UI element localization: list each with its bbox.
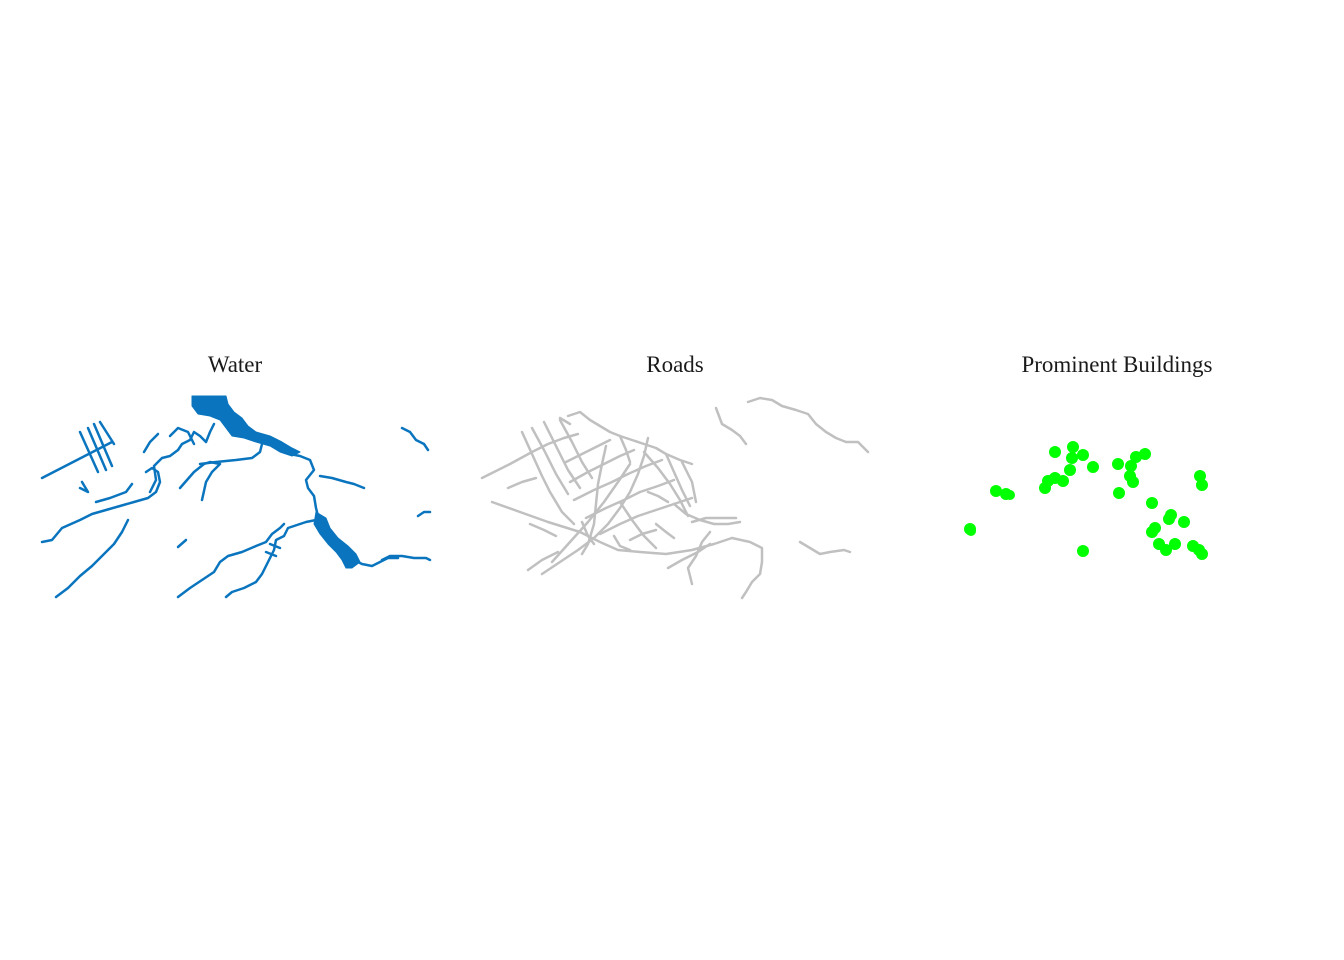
water-stream	[142, 432, 160, 454]
building-marker	[1113, 487, 1125, 499]
building-marker	[1077, 449, 1089, 461]
building-marker	[1125, 460, 1137, 472]
road	[646, 490, 670, 504]
water-stream	[40, 466, 162, 544]
building-marker	[1057, 475, 1069, 487]
road	[612, 534, 632, 552]
building-marker	[1066, 452, 1078, 464]
water-stream	[224, 518, 318, 599]
building-marker	[1112, 458, 1124, 470]
road	[618, 434, 632, 464]
water-map-panel: Water	[30, 340, 440, 610]
water-lake-lower	[313, 511, 361, 569]
road	[520, 430, 576, 526]
roads-title: Roads	[646, 352, 704, 377]
water-stream	[198, 442, 264, 466]
building-marker	[1178, 516, 1190, 528]
building-marker	[1146, 526, 1158, 538]
water-canal	[40, 440, 114, 480]
water-stream	[264, 550, 278, 558]
road	[628, 528, 658, 542]
roads-map	[480, 396, 870, 600]
road	[506, 476, 538, 490]
water-map	[40, 395, 432, 599]
road	[686, 530, 712, 586]
road	[558, 418, 594, 480]
road	[480, 432, 580, 480]
road	[530, 426, 570, 496]
road	[528, 522, 558, 538]
water-stream	[268, 542, 282, 550]
water-lake-upper	[191, 395, 301, 457]
road	[798, 540, 852, 556]
building-marker	[1005, 490, 1015, 500]
building-marker	[1194, 470, 1206, 482]
building-marker	[1196, 479, 1208, 491]
water-stream	[94, 482, 134, 504]
water-stream	[54, 518, 130, 599]
water-canal	[78, 480, 90, 494]
roads-map-panel: Roads	[470, 340, 880, 610]
road	[672, 502, 742, 526]
water-stream	[400, 426, 430, 452]
water-stream	[148, 422, 216, 494]
road	[568, 448, 636, 484]
water-stream	[416, 510, 432, 518]
water-stream	[176, 538, 188, 549]
road	[580, 520, 596, 546]
building-marker	[1139, 448, 1151, 460]
road	[618, 500, 658, 550]
road	[730, 536, 764, 600]
building-marker	[966, 526, 976, 536]
water-stream	[168, 426, 196, 446]
water-title: Water	[207, 352, 263, 377]
road	[540, 436, 650, 576]
water-stream	[380, 554, 432, 562]
building-marker	[1067, 441, 1079, 453]
building-marker	[990, 485, 1002, 497]
road	[664, 452, 692, 508]
road	[558, 416, 572, 426]
water-canal	[86, 426, 108, 472]
road	[714, 406, 748, 446]
road	[666, 542, 712, 570]
road	[566, 410, 694, 466]
building-marker	[1087, 461, 1099, 473]
building-marker	[1049, 446, 1061, 458]
road	[690, 516, 738, 524]
road	[746, 396, 870, 454]
building-marker	[1165, 509, 1177, 521]
road	[642, 450, 690, 518]
building-marker	[1169, 538, 1181, 550]
water-river	[228, 420, 400, 568]
building-marker	[1064, 464, 1076, 476]
buildings-title: Prominent Buildings	[1021, 352, 1213, 377]
water-stream	[318, 474, 366, 490]
road	[564, 438, 612, 464]
water-stream	[178, 460, 222, 502]
road	[584, 478, 676, 520]
road	[654, 522, 676, 540]
water-canal	[78, 430, 100, 474]
buildings-map	[964, 441, 1208, 560]
building-marker	[1127, 476, 1139, 488]
road	[680, 460, 698, 504]
building-marker	[1077, 545, 1089, 557]
water-stream	[176, 522, 286, 599]
building-marker	[1160, 544, 1172, 556]
building-marker	[1146, 497, 1158, 509]
road	[526, 550, 560, 572]
building-marker	[1196, 548, 1208, 560]
water-canal	[92, 422, 114, 468]
buildings-map-panel: Prominent Buildings	[912, 340, 1322, 610]
road	[580, 444, 608, 556]
road	[598, 496, 694, 536]
water-canal	[98, 420, 116, 446]
